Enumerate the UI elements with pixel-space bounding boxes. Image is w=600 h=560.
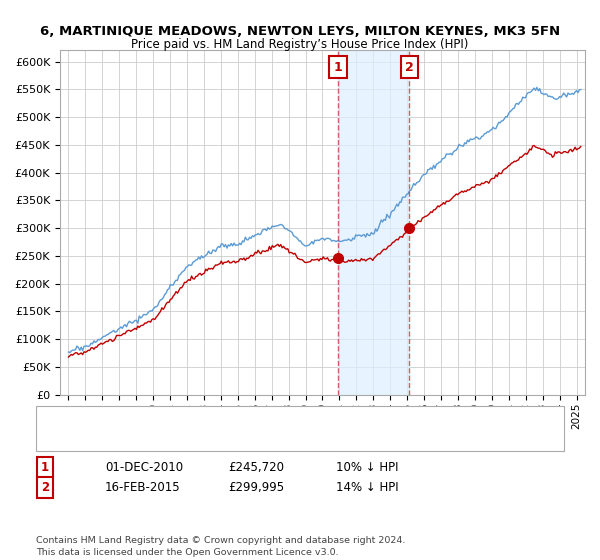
Text: 2: 2 (405, 60, 413, 73)
Text: 6, MARTINIQUE MEADOWS, NEWTON LEYS, MILTON KEYNES, MK3 5FN (detached house): 6, MARTINIQUE MEADOWS, NEWTON LEYS, MILT… (81, 410, 536, 420)
Text: 1: 1 (41, 461, 49, 474)
Text: 6, MARTINIQUE MEADOWS, NEWTON LEYS, MILTON KEYNES, MK3 5FN: 6, MARTINIQUE MEADOWS, NEWTON LEYS, MILT… (40, 25, 560, 38)
Text: 2: 2 (41, 480, 49, 494)
Text: £299,995: £299,995 (228, 480, 284, 494)
Text: Price paid vs. HM Land Registry’s House Price Index (HPI): Price paid vs. HM Land Registry’s House … (131, 38, 469, 51)
Text: 10% ↓ HPI: 10% ↓ HPI (336, 461, 398, 474)
Text: 1: 1 (334, 60, 343, 73)
Text: 14% ↓ HPI: 14% ↓ HPI (336, 480, 398, 494)
Bar (338, 50, 409, 395)
Text: HPI: Average price, detached house, Milton Keynes: HPI: Average price, detached house, Milt… (81, 431, 346, 441)
Text: Contains HM Land Registry data © Crown copyright and database right 2024.
This d: Contains HM Land Registry data © Crown c… (36, 536, 406, 557)
Text: 16-FEB-2015: 16-FEB-2015 (105, 480, 181, 494)
Text: £245,720: £245,720 (228, 461, 284, 474)
Text: 01-DEC-2010: 01-DEC-2010 (105, 461, 183, 474)
